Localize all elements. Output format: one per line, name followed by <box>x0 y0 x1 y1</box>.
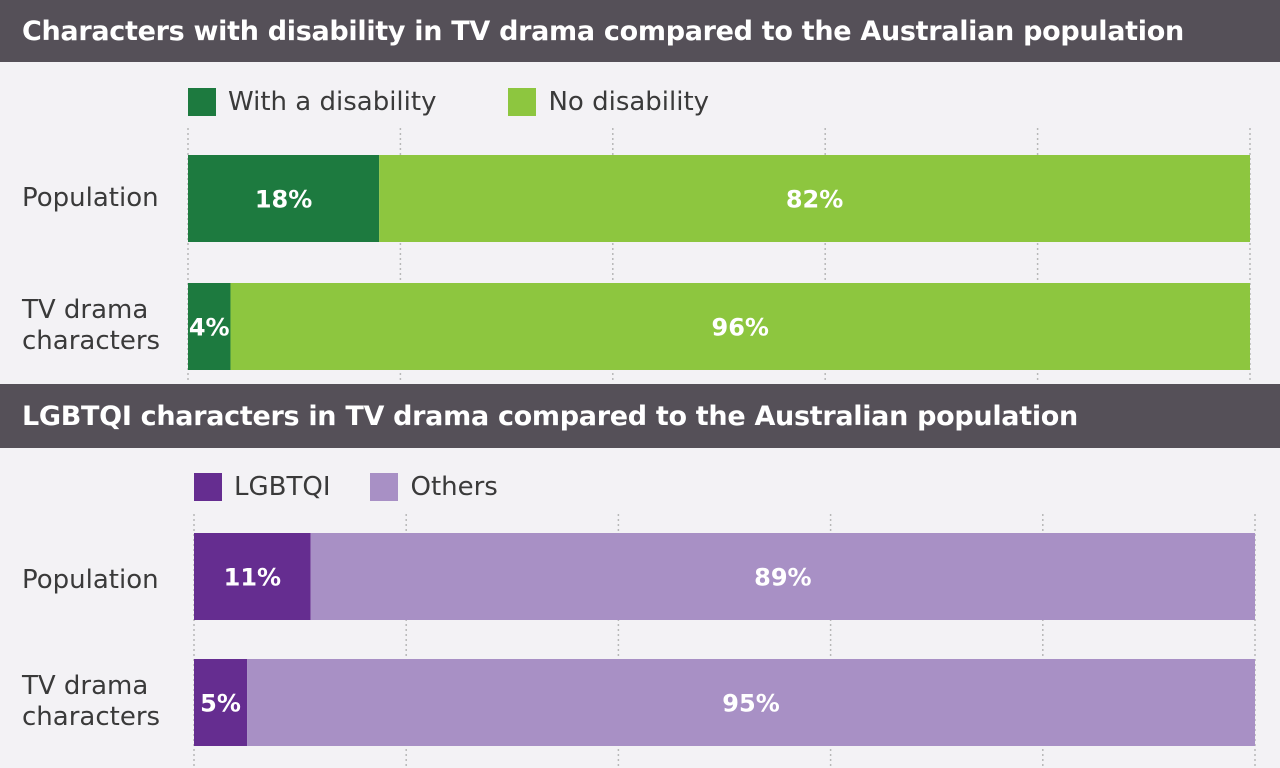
legend-swatch <box>188 88 216 116</box>
data-label: 95% <box>722 690 779 718</box>
legend-swatch <box>370 473 399 501</box>
legend-item-others: Others <box>370 472 498 502</box>
chart2-title: LGBTQI characters in TV drama compared t… <box>0 384 1280 448</box>
bar-segment <box>194 659 248 746</box>
bar-segment <box>188 283 231 370</box>
data-label: 18% <box>255 186 312 214</box>
legend-swatch <box>194 473 222 501</box>
legend-swatch <box>508 88 537 116</box>
data-label: 5% <box>200 690 241 718</box>
legend-label: With a disability <box>228 87 437 117</box>
chart1-category-population: Population <box>22 183 159 213</box>
bar-segment <box>194 533 311 620</box>
legend-label: No disability <box>548 87 710 117</box>
bar-segment <box>230 283 1251 370</box>
legend-item-with-disability: With a disability <box>188 87 436 117</box>
bar-segment <box>247 659 1256 746</box>
data-label: 82% <box>786 186 843 214</box>
bar-segment <box>188 155 380 242</box>
data-label: 89% <box>754 564 811 592</box>
legend-label: LGBTQI <box>234 472 331 502</box>
chart1-title: Characters with disability in TV drama c… <box>0 0 1280 62</box>
chart2-category-population: Population <box>22 565 159 595</box>
chart2-legend: LGBTQI Others <box>194 472 570 502</box>
legend-item-no-disability: No disability <box>508 87 709 117</box>
bar-segment <box>310 533 1256 620</box>
data-label: 11% <box>224 564 281 592</box>
legend-item-lgbtqi: LGBTQI <box>194 472 330 502</box>
data-label: 96% <box>712 314 769 342</box>
chart1-category-tv-drama: TV drama characters <box>22 295 161 356</box>
data-label: 4% <box>189 314 230 342</box>
bar-segment <box>379 155 1250 242</box>
chart1-legend: With a disability No disability <box>188 87 781 117</box>
chart2-category-tv-drama: TV drama characters <box>22 671 161 732</box>
legend-label: Others <box>410 472 498 502</box>
